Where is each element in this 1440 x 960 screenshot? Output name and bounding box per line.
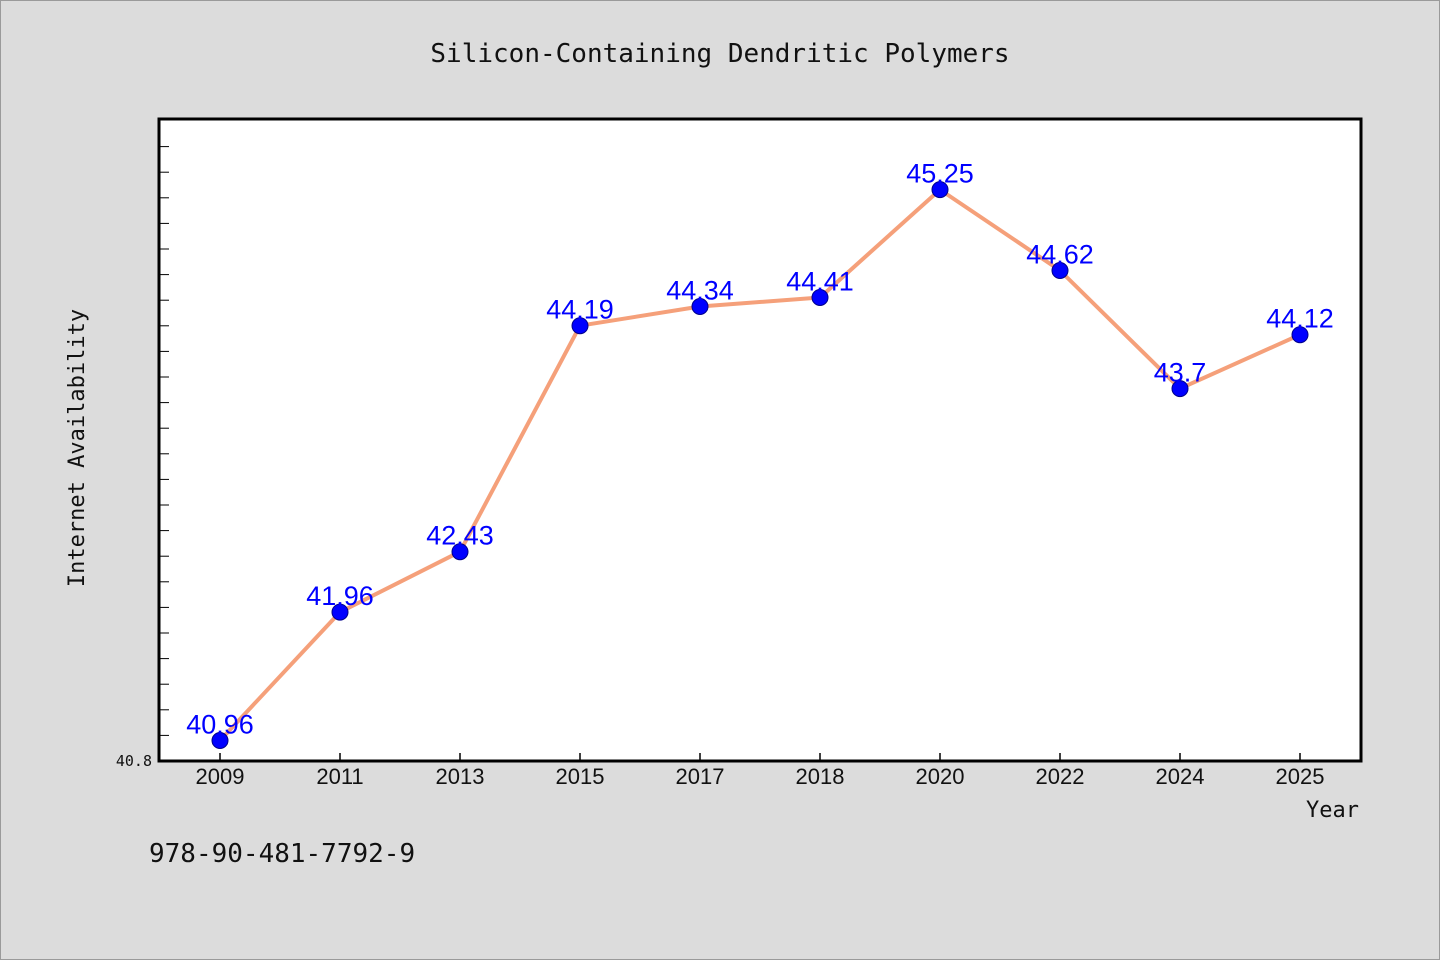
data-label: 44.19	[546, 295, 614, 325]
data-point-marker	[571, 317, 589, 335]
x-axis-ticks	[219, 753, 1301, 761]
data-label: 42.43	[426, 521, 494, 551]
plot-area	[157, 117, 1363, 763]
data-point-marker	[1171, 380, 1189, 398]
data-point-marker	[931, 181, 949, 199]
data-point-marker	[211, 732, 229, 749]
x-tick-label: 2020	[916, 764, 965, 789]
data-label: 44.41	[786, 267, 854, 297]
data-point-marker	[691, 298, 709, 315]
x-tick-labels: 2009 2011 2013 2015 2017 2018 2020 2022 2024 2025	[196, 764, 1325, 789]
y-axis-ticks	[159, 146, 169, 762]
x-tick-label: 2009	[196, 764, 245, 789]
data-label: 44.34	[666, 276, 734, 306]
chart-title: Silicon-Containing Dendritic Polymers	[430, 39, 1009, 69]
x-tick-label: 2018	[796, 764, 845, 789]
data-point-marker	[331, 603, 349, 621]
data-label: 45.25	[906, 159, 974, 189]
x-axis-label: Year	[1306, 798, 1359, 823]
data-point-marker	[1051, 262, 1069, 279]
data-label: 44.12	[1266, 304, 1334, 334]
y-axis-label: Internet Availability	[65, 309, 90, 587]
isbn-text: 978-90-481-7792-9	[149, 839, 415, 869]
data-point-marker	[451, 543, 469, 561]
data-point-marker	[811, 289, 829, 306]
series-line-group: 40.96 41.96 42.43 44.19 44.34 44.41 45.25 44.62…	[186, 159, 1334, 749]
x-tick-label: 2011	[316, 764, 363, 789]
x-tick-label: 2024	[1156, 764, 1205, 789]
x-tick-label: 2015	[556, 764, 605, 789]
data-point-marker	[1291, 326, 1309, 344]
x-tick-label: 2013	[436, 764, 485, 789]
series-line	[218, 187, 1301, 742]
data-label: 40.96	[186, 710, 254, 740]
data-label: 41.96	[306, 581, 374, 611]
x-tick-label: 2025	[1276, 764, 1325, 789]
x-tick-label: 2022	[1036, 764, 1085, 789]
y-tick-label-min: 40.8	[116, 752, 152, 770]
data-label: 43.7	[1154, 358, 1207, 388]
data-label: 44.62	[1026, 240, 1094, 270]
x-tick-label: 2017	[676, 764, 725, 789]
